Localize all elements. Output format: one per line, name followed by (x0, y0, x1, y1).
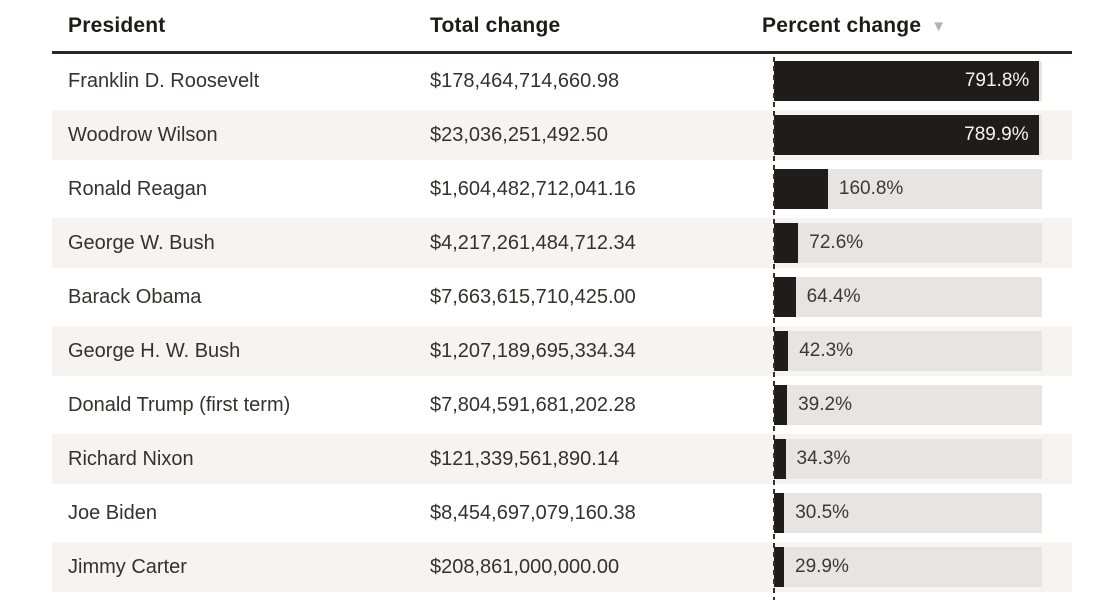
total-change-value: $1,207,189,695,334.34 (430, 339, 636, 362)
total-change-value: $7,663,615,710,425.00 (430, 285, 636, 308)
percent-change-label: 39.2% (798, 394, 852, 415)
percent-change-label: 42.3% (799, 340, 854, 361)
column-header-total-change-label: Total change (430, 13, 561, 37)
table-row: Donald Trump (first term) $7,804,591,681… (52, 378, 1072, 432)
column-header-percent-change-label: Percent change (762, 13, 922, 37)
column-header-president[interactable]: President (52, 14, 430, 38)
presidents-debt-table: President Total change Percent change ▼ … (52, 0, 1072, 600)
table-row: Woodrow Wilson $23,036,251,492.50 789.9% (52, 108, 1072, 162)
table-row: George W. Bush $4,217,261,484,712.34 72.… (52, 216, 1072, 270)
percent-change-bar (774, 547, 784, 587)
percent-change-label: 789.9% (964, 124, 1029, 145)
president-name: Woodrow Wilson (68, 123, 218, 146)
percent-change-label: 64.4% (806, 286, 861, 307)
table-row: Richard Nixon $121,339,561,890.14 34.3% (52, 432, 1072, 486)
bar-track: 789.9% (774, 115, 1042, 155)
president-name: Ronald Reagan (68, 177, 207, 200)
bar-track: 30.5% (774, 493, 1042, 533)
president-name: Donald Trump (first term) (68, 393, 291, 416)
president-name: Franklin D. Roosevelt (68, 69, 260, 92)
table-row: Jimmy Carter $208,861,000,000.00 29.9% (52, 540, 1072, 594)
table-body: Franklin D. Roosevelt $178,464,714,660.9… (52, 54, 1072, 594)
percent-change-cell: 30.5% (760, 486, 1072, 540)
percent-change-bar (774, 223, 799, 263)
percent-change-cell: 42.3% (760, 324, 1072, 378)
bar-track: 42.3% (774, 331, 1042, 371)
percent-change-bar (774, 277, 796, 317)
total-change-value: $4,217,261,484,712.34 (430, 231, 636, 254)
percent-change-cell: 64.4% (760, 270, 1072, 324)
column-header-percent-change[interactable]: Percent change ▼ (760, 14, 1072, 38)
percent-change-cell: 34.3% (760, 432, 1072, 486)
president-name: George H. W. Bush (68, 339, 241, 362)
table-header-row: President Total change Percent change ▼ (52, 0, 1072, 54)
total-change-value: $7,804,591,681,202.28 (430, 393, 636, 416)
table-row: Franklin D. Roosevelt $178,464,714,660.9… (52, 54, 1072, 108)
bar-track: 72.6% (774, 223, 1042, 263)
total-change-value: $1,604,482,712,041.16 (430, 177, 636, 200)
percent-change-bar (774, 169, 828, 209)
president-name: Barack Obama (68, 285, 202, 308)
bar-track: 39.2% (774, 385, 1042, 425)
percent-change-bar (774, 331, 789, 371)
percent-change-label: 72.6% (809, 232, 864, 253)
percent-change-label: 30.5% (795, 502, 850, 523)
total-change-value: $208,861,000,000.00 (430, 555, 620, 578)
table-row: Joe Biden $8,454,697,079,160.38 30.5% (52, 486, 1072, 540)
percent-change-bar (774, 385, 788, 425)
bar-track: 29.9% (774, 547, 1042, 587)
total-change-value: $23,036,251,492.50 (430, 123, 608, 146)
percent-change-cell: 29.9% (760, 540, 1072, 594)
percent-change-cell: 39.2% (760, 378, 1072, 432)
percent-change-label: 29.9% (795, 556, 849, 577)
bar-track: 160.8% (774, 169, 1042, 209)
president-name: Jimmy Carter (68, 555, 187, 578)
percent-change-bar (774, 115, 1039, 155)
percent-change-cell: 789.9% (760, 108, 1072, 162)
table-row: George H. W. Bush $1,207,189,695,334.34 … (52, 324, 1072, 378)
total-change-value: $178,464,714,660.98 (430, 69, 620, 92)
percent-change-label: 34.3% (796, 448, 851, 469)
table-row: Ronald Reagan $1,604,482,712,041.16 160.… (52, 162, 1072, 216)
percent-change-bar (774, 493, 785, 533)
percent-change-label: 160.8% (838, 178, 904, 199)
percent-change-label: 791.8% (964, 70, 1030, 91)
president-name: George W. Bush (68, 231, 215, 254)
sort-descending-icon[interactable]: ▼ (931, 18, 947, 35)
percent-change-bar (774, 61, 1040, 101)
column-header-total-change[interactable]: Total change (430, 14, 760, 38)
percent-change-cell: 72.6% (760, 216, 1072, 270)
percent-change-cell: 160.8% (760, 162, 1072, 216)
president-name: Richard Nixon (68, 447, 194, 470)
bar-track: 791.8% (774, 61, 1042, 101)
table-row: Barack Obama $7,663,615,710,425.00 64.4% (52, 270, 1072, 324)
column-header-president-label: President (68, 13, 166, 37)
president-name: Joe Biden (68, 501, 157, 524)
total-change-value: $8,454,697,079,160.38 (430, 501, 636, 524)
percent-change-cell: 791.8% (760, 54, 1072, 108)
total-change-value: $121,339,561,890.14 (430, 447, 620, 470)
bar-track: 64.4% (774, 277, 1042, 317)
percent-change-bar (774, 439, 786, 479)
bar-track: 34.3% (774, 439, 1042, 479)
